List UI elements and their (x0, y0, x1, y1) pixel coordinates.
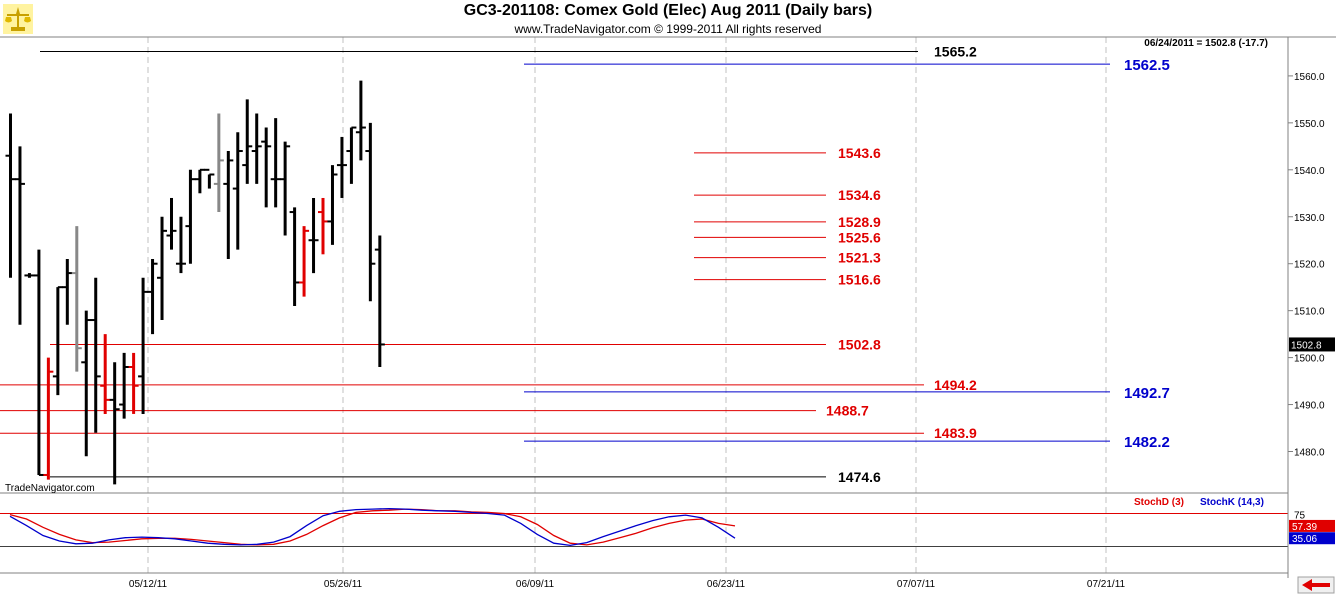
gold-scale-icon (3, 4, 33, 34)
x-tick-label: 06/23/11 (707, 579, 746, 590)
level-label: 1483.9 (934, 425, 977, 441)
watermark: TradeNavigator.com (5, 483, 95, 494)
level-label: 1492.7 (1124, 385, 1170, 402)
y-tick-label: 1560.0 (1294, 72, 1325, 83)
last-price-tag (1289, 337, 1335, 352)
y-tick-label: 1550.0 (1294, 119, 1325, 130)
level-label: 1534.6 (838, 187, 881, 203)
x-tick-label: 05/26/11 (324, 579, 363, 590)
last-price-tag-text: 1502.8 (1291, 340, 1322, 351)
scroll-right-arrow-icon (1297, 576, 1335, 594)
level-label: 1562.5 (1124, 57, 1170, 74)
level-label: 1474.6 (838, 469, 881, 485)
stoch-value-tag-text: 35.06 (1292, 534, 1317, 545)
y-tick-label: 1540.0 (1294, 166, 1325, 177)
level-label: 1488.7 (826, 403, 869, 419)
level-label: 1565.2 (934, 43, 977, 59)
level-label: 1525.6 (838, 229, 881, 245)
arrow-shape (1302, 579, 1330, 591)
level-label: 1482.2 (1124, 434, 1170, 451)
x-tick-label: 07/21/11 (1087, 579, 1126, 590)
stoch-y-tick-label: 75 (1294, 510, 1306, 521)
copyright-text: www.TradeNavigator.com © 1999-2011 All r… (514, 22, 822, 36)
quote-readout: 06/24/2011 = 1502.8 (-17.7) (1144, 38, 1268, 49)
stochK-line (9, 507, 736, 547)
y-tick-label: 1530.0 (1294, 213, 1325, 224)
y-tick-label: 1480.0 (1294, 448, 1325, 459)
y-tick-label: 1510.0 (1294, 307, 1325, 318)
stoch-value-tag (1289, 519, 1335, 532)
legend-stochK: StochK (14,3) (1200, 497, 1264, 508)
price-bars (5, 80, 385, 485)
level-label: 1543.6 (838, 145, 881, 161)
level-label: 1502.8 (838, 336, 881, 352)
y-tick-label: 1500.0 (1294, 354, 1325, 365)
x-tick-label: 05/12/11 (129, 579, 168, 590)
stoch-value-tag-text: 57.39 (1292, 522, 1317, 533)
stochD-line (9, 508, 736, 546)
x-tick-label: 07/07/11 (897, 579, 936, 590)
legend-stochD: StochD (3) (1134, 497, 1184, 508)
level-label: 1521.3 (838, 250, 881, 266)
axes: 05/12/11 05/26/11 06/09/11 06/23/11 07/07/11… (0, 36, 1336, 594)
stoch-value-tag (1289, 532, 1335, 545)
x-tick-label: 06/09/11 (516, 579, 555, 590)
level-label: 1494.2 (934, 377, 977, 393)
level-label: 1516.6 (838, 272, 881, 288)
chart-title: GC3-201108: Comex Gold (Elec) Aug 2011 (… (463, 2, 873, 19)
stochastic-panel: StochD (3) StochK (14,3) (0, 497, 1288, 547)
y-tick-label: 1520.0 (1294, 260, 1325, 271)
y-tick-label: 1490.0 (1294, 401, 1325, 412)
level-label: 1528.9 (838, 214, 881, 230)
